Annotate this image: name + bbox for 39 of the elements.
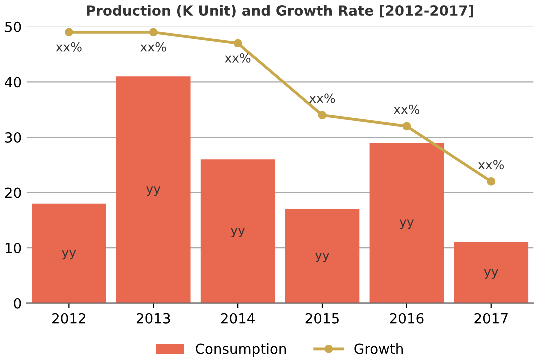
- data-label: xx%: [310, 94, 336, 104]
- point: [234, 39, 242, 48]
- bar: [116, 76, 191, 304]
- x-tick-label: 2015: [306, 313, 339, 324]
- x-tick-label: 2013: [136, 313, 170, 324]
- data-label: yy: [146, 186, 161, 196]
- y-tick-label: 10: [6, 243, 22, 254]
- x-tick-label: 2012: [52, 313, 86, 324]
- point: [318, 111, 327, 120]
- data-label: xx%: [394, 104, 420, 114]
- data-label: yy: [400, 220, 414, 230]
- bar: [200, 160, 276, 304]
- y-tick-label: 50: [5, 22, 22, 32]
- y-tick-label: 20: [5, 188, 22, 198]
- data-label: xx%: [225, 53, 251, 63]
- chart-title: Production (K Unit) and Growth Rate [2012-2017]: [87, 5, 474, 18]
- data-label: yy: [62, 250, 76, 260]
- x-tick-label: 2016: [390, 313, 424, 324]
- data-label: xx%: [56, 42, 82, 52]
- data-label: yy: [484, 270, 498, 279]
- y-tick-label: 0: [14, 298, 22, 309]
- point: [65, 28, 74, 37]
- legend-label: Consumption: [196, 344, 286, 357]
- data-label: yy: [231, 228, 246, 238]
- data-label: yy: [315, 252, 330, 262]
- bar: [370, 143, 444, 304]
- bar: [285, 209, 360, 304]
- point: [149, 28, 158, 37]
- x-tick-label: 2014: [221, 313, 255, 324]
- legend-label: Growth: [354, 344, 404, 354]
- data-label: xx%: [140, 42, 166, 52]
- x-tick-label: 2017: [474, 313, 508, 324]
- y-tick-label: 40: [5, 77, 22, 88]
- y-tick-label: 30: [5, 132, 22, 143]
- point: [402, 122, 412, 131]
- data-label: xx%: [478, 160, 504, 170]
- point: [487, 178, 496, 186]
- bar: [32, 204, 106, 304]
- bar: [454, 242, 529, 304]
